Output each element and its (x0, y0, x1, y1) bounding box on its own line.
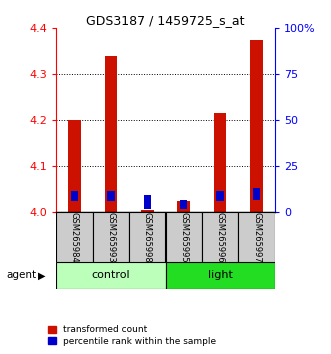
Bar (144, 195, 151, 209)
Bar (141, 210, 154, 212)
Bar (129, 212, 166, 262)
Bar (93, 212, 129, 262)
Text: light: light (208, 270, 233, 280)
Text: GSM265984: GSM265984 (70, 212, 79, 263)
Bar (71, 191, 78, 201)
Bar (166, 212, 202, 262)
Title: GDS3187 / 1459725_s_at: GDS3187 / 1459725_s_at (86, 14, 245, 27)
Text: GSM265997: GSM265997 (252, 212, 261, 263)
Bar (253, 188, 260, 200)
Text: GSM265993: GSM265993 (106, 212, 116, 263)
Bar (238, 212, 275, 262)
Bar (202, 212, 238, 262)
Bar (216, 191, 224, 201)
Text: agent: agent (7, 270, 37, 280)
Bar (250, 40, 263, 212)
Bar (177, 201, 190, 212)
Legend: transformed count, percentile rank within the sample: transformed count, percentile rank withi… (48, 325, 216, 346)
Text: GSM265998: GSM265998 (143, 212, 152, 263)
Text: GSM265996: GSM265996 (215, 212, 225, 263)
Bar (180, 200, 187, 209)
Bar (56, 212, 93, 262)
Text: ▶: ▶ (38, 270, 46, 280)
Bar (107, 191, 115, 201)
Bar (68, 120, 81, 212)
Text: GSM265995: GSM265995 (179, 212, 188, 263)
Bar (56, 262, 166, 289)
Bar (214, 114, 226, 212)
Bar (166, 262, 275, 289)
Bar (105, 56, 117, 212)
Text: control: control (92, 270, 130, 280)
